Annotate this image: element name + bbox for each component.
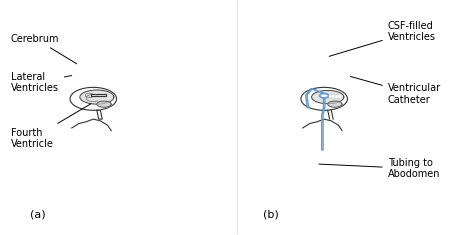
- Text: Ventricular
Catheter: Ventricular Catheter: [350, 76, 441, 105]
- Polygon shape: [328, 101, 342, 107]
- Text: Fourth
Ventricle: Fourth Ventricle: [11, 104, 91, 149]
- Text: (b): (b): [263, 210, 279, 220]
- Polygon shape: [97, 110, 102, 119]
- Circle shape: [319, 94, 328, 98]
- Text: Cerebrum: Cerebrum: [11, 34, 77, 64]
- Text: Lateral
Ventricles: Lateral Ventricles: [11, 72, 72, 94]
- Text: CSF-filled
Ventricles: CSF-filled Ventricles: [329, 21, 436, 56]
- Polygon shape: [311, 90, 344, 104]
- Polygon shape: [80, 90, 114, 104]
- Text: Tubing to
Abodomen: Tubing to Abodomen: [319, 158, 440, 179]
- Bar: [91, 94, 106, 96]
- Text: (a): (a): [30, 210, 46, 220]
- Polygon shape: [97, 101, 111, 107]
